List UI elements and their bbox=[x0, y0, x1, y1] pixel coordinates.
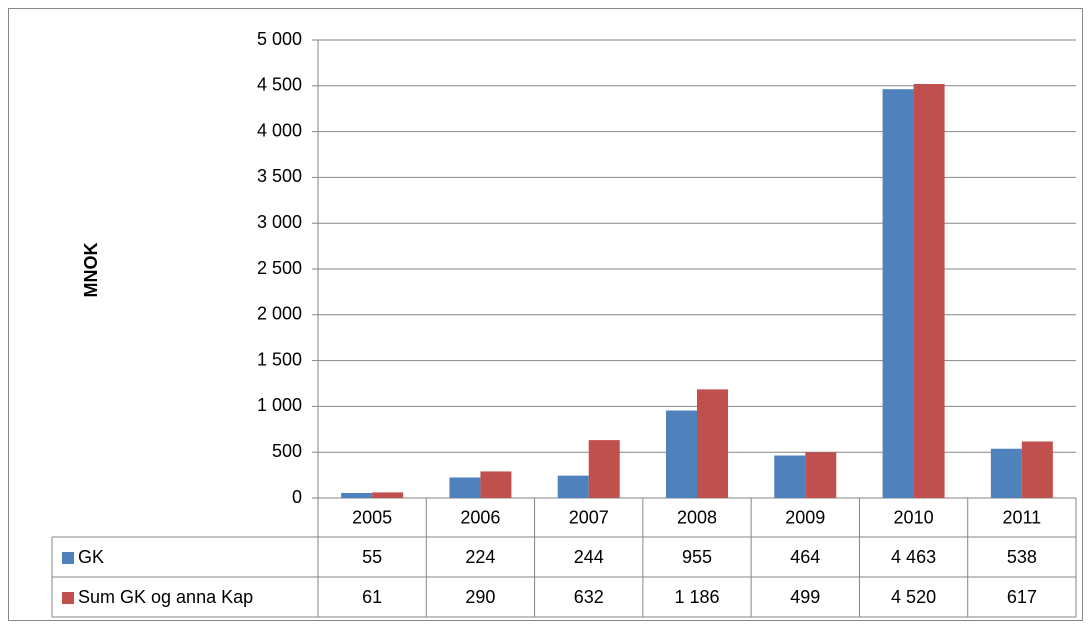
y-tick-label: 4 500 bbox=[257, 75, 302, 95]
data-label: 955 bbox=[682, 547, 712, 567]
y-tick-label: 4 000 bbox=[257, 120, 302, 140]
bar bbox=[805, 452, 837, 498]
y-tick-label: 2 000 bbox=[257, 304, 302, 324]
bar bbox=[666, 410, 697, 498]
data-label: 499 bbox=[790, 587, 820, 607]
x-tick-label: 2009 bbox=[785, 507, 825, 527]
bar bbox=[372, 492, 404, 498]
x-tick-label: 2010 bbox=[894, 507, 934, 527]
bar bbox=[882, 89, 914, 498]
y-tick-label: 500 bbox=[272, 441, 302, 461]
x-tick-label: 2005 bbox=[352, 507, 392, 527]
data-label: 464 bbox=[790, 547, 820, 567]
legend-label: GK bbox=[78, 547, 104, 567]
y-tick-label: 0 bbox=[292, 487, 302, 507]
legend-label: Sum GK og anna Kap bbox=[78, 587, 253, 607]
x-tick-label: 2007 bbox=[569, 507, 609, 527]
x-tick-label: 2008 bbox=[677, 507, 717, 527]
bar bbox=[774, 455, 806, 498]
bar bbox=[588, 440, 620, 498]
bar bbox=[557, 475, 589, 498]
data-label: 290 bbox=[465, 587, 495, 607]
y-tick-label: 1 000 bbox=[257, 395, 302, 415]
y-axis-label: MNOK bbox=[81, 243, 101, 298]
bar bbox=[480, 471, 512, 498]
y-tick-label: 5 000 bbox=[257, 29, 302, 49]
y-tick-label: 3 500 bbox=[257, 166, 302, 186]
data-label: 244 bbox=[574, 547, 604, 567]
y-tick-label: 2 500 bbox=[257, 258, 302, 278]
x-tick-label: 2006 bbox=[460, 507, 500, 527]
data-label: 55 bbox=[362, 547, 382, 567]
data-label: 1 186 bbox=[674, 587, 719, 607]
data-label: 538 bbox=[1007, 547, 1037, 567]
data-label: 4 463 bbox=[891, 547, 936, 567]
bar bbox=[913, 83, 945, 498]
bar bbox=[1021, 441, 1053, 498]
data-label: 61 bbox=[362, 587, 382, 607]
y-tick-label: 3 000 bbox=[257, 212, 302, 232]
bar bbox=[449, 477, 481, 498]
data-label: 632 bbox=[574, 587, 604, 607]
x-tick-label: 2011 bbox=[1002, 507, 1041, 527]
data-label: 4 520 bbox=[891, 587, 936, 607]
bar bbox=[341, 492, 373, 498]
legend-swatch bbox=[62, 592, 74, 604]
bar bbox=[990, 448, 1022, 498]
bar bbox=[697, 389, 728, 498]
data-label: 224 bbox=[465, 547, 495, 567]
legend-swatch bbox=[62, 552, 74, 564]
y-tick-label: 1 500 bbox=[257, 349, 302, 369]
data-label: 617 bbox=[1007, 587, 1037, 607]
